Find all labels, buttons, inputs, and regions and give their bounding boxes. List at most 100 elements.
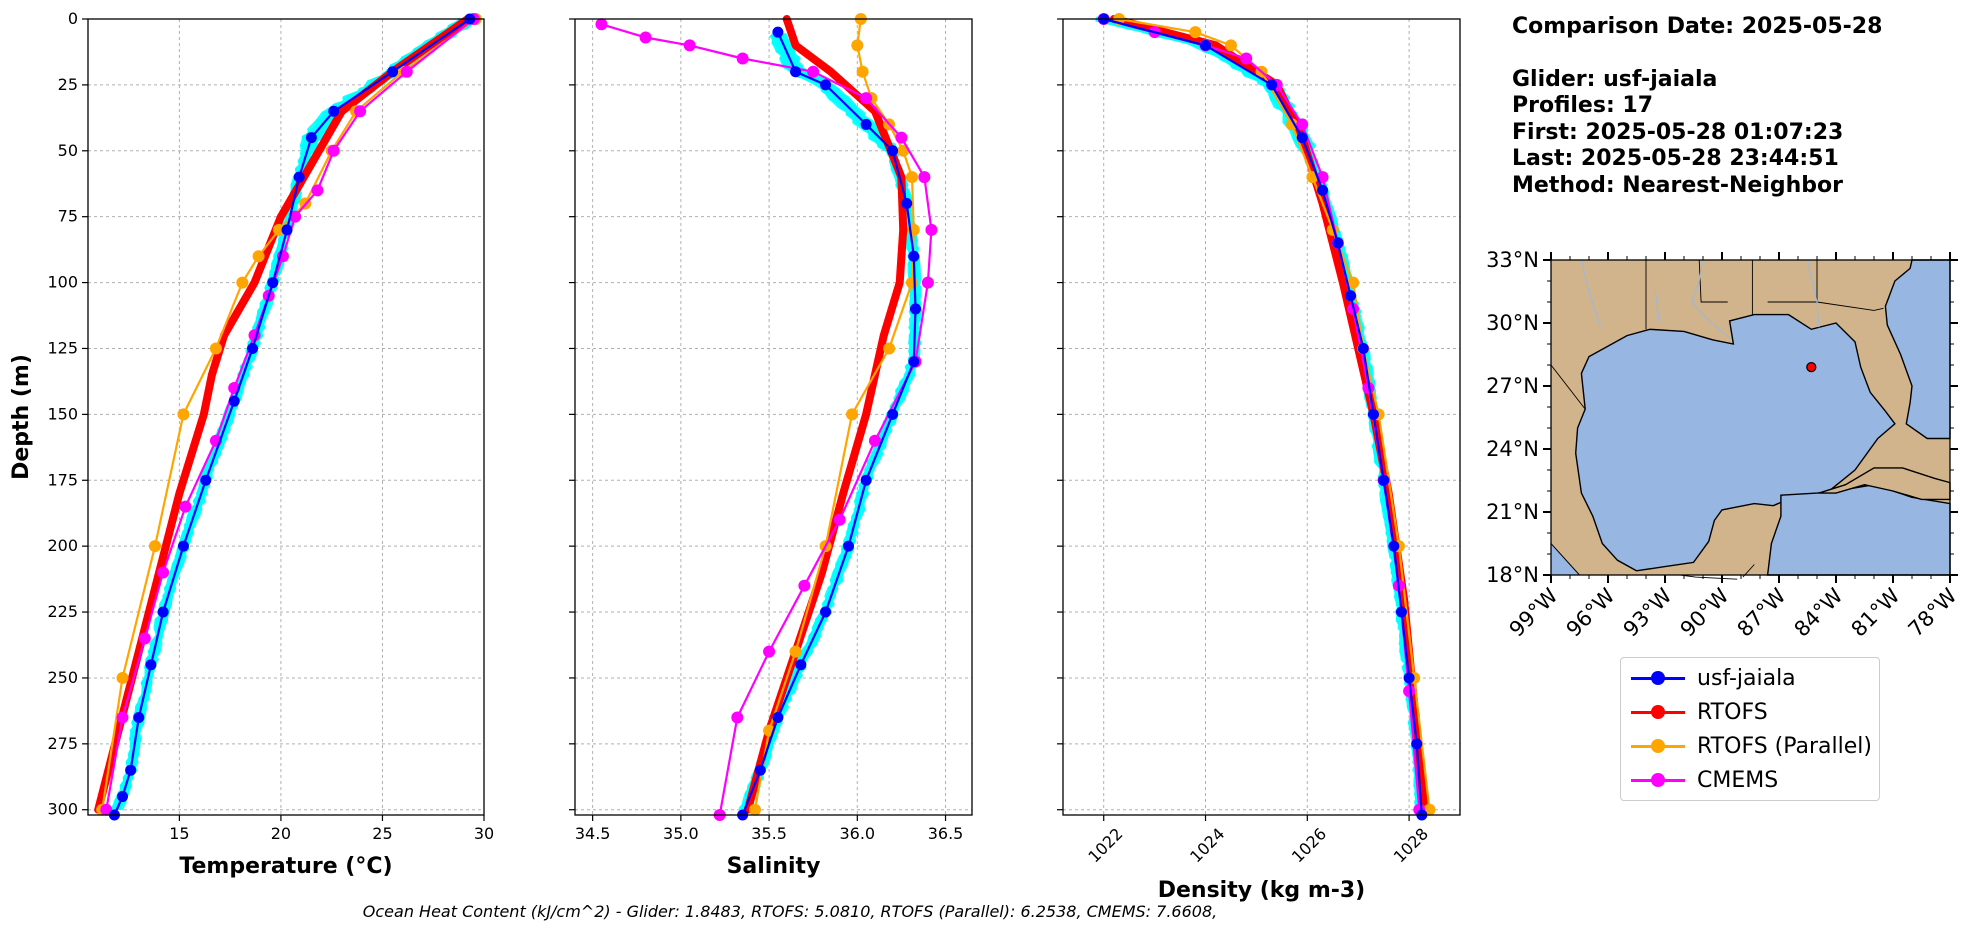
border-line [1550, 364, 1586, 410]
x-tick-label: 36.5 [928, 824, 964, 843]
y-tick-label: 275 [47, 734, 78, 753]
legend-swatch [1631, 704, 1685, 719]
glider-point [177, 540, 189, 552]
cmems-point [868, 434, 881, 447]
border-line [1698, 259, 1728, 303]
legend-item-rtofs: RTOFS [1631, 697, 1768, 727]
legend-item-rtofs-parallel: RTOFS (Parallel) [1631, 731, 1872, 761]
cmems-point [798, 579, 811, 592]
rtofs-parallel-point [1347, 276, 1360, 289]
lat-label: 33°N [1486, 248, 1539, 272]
rtofs-parallel-point [906, 171, 919, 184]
glider-point [820, 79, 832, 91]
glider-point [1266, 79, 1278, 91]
cmems-point [116, 711, 129, 724]
glider-point [328, 105, 340, 117]
cmems-point [289, 210, 302, 223]
glider-point [117, 791, 129, 803]
glider-point [1395, 606, 1407, 618]
glider-profile-line [113, 16, 478, 811]
legend-label: RTOFS (Parallel) [1697, 733, 1872, 759]
rtofs-parallel-point [149, 540, 162, 553]
method: Method: Nearest-Neighbor [1512, 172, 1843, 198]
gulf-of-mexico [1574, 313, 1896, 572]
lon-label: 93°W [1619, 583, 1677, 641]
y-tick-label: 150 [47, 404, 78, 423]
location-map: 33°N 30°N 27°N 24°N 21°N 18°N99°W 96°W 93°W 90°W… [1486, 248, 1962, 642]
x-axis-label: Density (kg m-3) [1158, 878, 1366, 903]
lon-label: 78°W [1904, 583, 1962, 641]
glider-point [908, 250, 920, 262]
glider-point [860, 118, 872, 130]
glider-point [1332, 237, 1344, 249]
plot-frame [1062, 18, 1461, 816]
plot-frame [87, 18, 485, 816]
river-line [1690, 259, 1732, 341]
lat-label: 27°N [1486, 374, 1539, 398]
x-tick-label: 36.0 [839, 824, 875, 843]
glider-point [1411, 738, 1423, 750]
x-tick-label: 15 [169, 824, 189, 843]
river-line [1806, 259, 1820, 328]
legend-swatch [1631, 670, 1685, 685]
cmems-point [595, 18, 608, 31]
glider-point [754, 764, 766, 776]
cmems-point [179, 500, 192, 513]
cmems-point [400, 65, 413, 78]
glider-point [887, 145, 899, 157]
y-tick-label: 25 [58, 75, 78, 94]
cmems-point [1296, 118, 1309, 131]
x-tick-label: 35.5 [751, 824, 787, 843]
profile-count: Profiles: 17 [1512, 93, 1654, 118]
rtofs-parallel-point [1224, 39, 1237, 52]
rtofs-parallel-point [116, 671, 129, 684]
glider-point [267, 277, 279, 289]
x-tick-label: 25 [372, 824, 392, 843]
rtofs-parallel-point [177, 408, 190, 421]
river-line [1654, 291, 1660, 324]
glider-point [125, 764, 137, 776]
first-time: First: 2025-05-28 01:07:23 [1512, 119, 1844, 145]
legend-label: CMEMS [1697, 767, 1779, 793]
lon-label: 87°W [1733, 583, 1791, 641]
lon-label: 99°W [1505, 583, 1563, 641]
map-frame [1550, 259, 1951, 576]
y-tick-label: 125 [47, 338, 78, 357]
glider-point [133, 711, 145, 723]
glider-point [157, 606, 169, 618]
cmems-point [1240, 52, 1253, 65]
last-time: Last: 2025-05-28 23:44:51 [1512, 146, 1839, 171]
rtofs-parallel-point [209, 342, 222, 355]
glider-point [1357, 342, 1369, 354]
glider-point [387, 66, 399, 78]
glider-point [305, 132, 317, 144]
glider-point [795, 659, 807, 671]
glider-point [1296, 132, 1308, 144]
x-tick-label: 1024 [1186, 824, 1228, 866]
glider-point [842, 540, 854, 552]
glider-point [860, 474, 872, 486]
rtofs-parallel-point [906, 276, 919, 289]
cmems-point [138, 632, 151, 645]
info-block: Comparison Date: 2025-05-28 Glider: usf-j… [1512, 14, 1882, 199]
y-tick-label: 0 [68, 9, 78, 28]
rtofs-parallel-point [1286, 118, 1299, 131]
legend-swatch [1631, 772, 1685, 787]
cmems-point [921, 276, 934, 289]
glider-point [293, 171, 305, 183]
x-tick-label: 1028 [1390, 824, 1432, 866]
rtofs-parallel-point [272, 223, 285, 236]
y-tick-label: 225 [47, 602, 78, 621]
glider-point [1200, 39, 1212, 51]
cmems-point [1403, 685, 1416, 698]
glider-profile-line [114, 17, 477, 810]
cmems-point [683, 39, 696, 52]
glider-profile-line [113, 17, 478, 811]
y-tick-label: 300 [47, 800, 78, 819]
temperature-panel: 15 20 25 3002550751001251501752002252502753… [9, 9, 494, 879]
rtofs-parallel-point [252, 250, 265, 263]
y-tick-label: 50 [58, 141, 78, 160]
x-tick-label: 20 [271, 824, 291, 843]
glider-point [1345, 290, 1357, 302]
lat-label: 30°N [1486, 311, 1539, 335]
